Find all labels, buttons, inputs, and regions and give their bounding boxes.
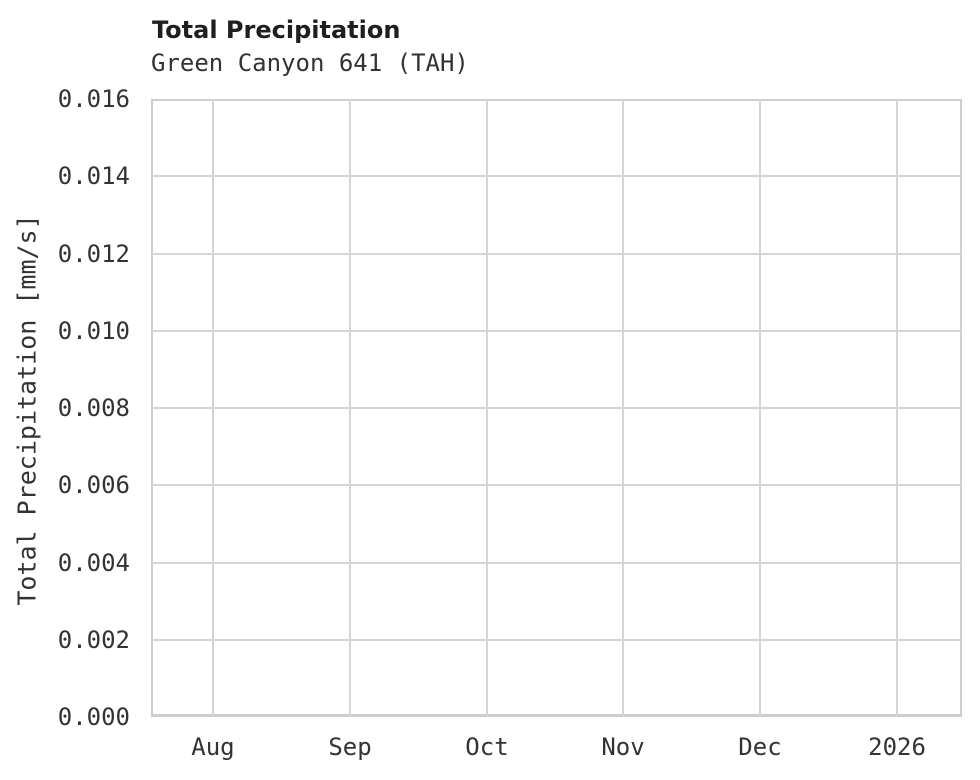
vertical-gridline (622, 99, 624, 717)
y-tick-label: 0.006 (57, 471, 130, 500)
x-tick-label: 2026 (868, 733, 926, 761)
y-tick-label: 0.010 (57, 316, 130, 345)
y-tick-label: 0.002 (57, 625, 130, 654)
horizontal-gridline (151, 329, 962, 332)
horizontal-gridline (151, 484, 962, 487)
x-tick-label: Oct (465, 733, 509, 761)
x-tick-label: Sep (328, 733, 372, 761)
x-tick-label: Aug (191, 733, 235, 761)
vertical-gridline (896, 99, 899, 717)
horizontal-gridline (151, 407, 962, 409)
y-tick-label: 0.016 (57, 85, 130, 113)
horizontal-gridline (151, 175, 962, 178)
chart-title: Total Precipitation (152, 16, 401, 44)
chart-subtitle: Green Canyon 641 (TAH) (151, 49, 469, 77)
horizontal-gridline (151, 252, 962, 255)
x-axis-tick-labels: Aug Sep Oct Nov Dec 2026 (151, 733, 962, 769)
vertical-gridline (211, 99, 214, 717)
y-axis-tick-labels: 0.000 0.002 0.004 0.006 0.008 0.010 0.012 0.014… (0, 85, 130, 731)
x-tick-label: Nov (601, 733, 645, 761)
y-tick-label: 0.014 (57, 162, 130, 191)
horizontal-gridline (151, 638, 962, 641)
plot-area (151, 99, 962, 717)
y-tick-label: 0.004 (57, 548, 130, 577)
vertical-gridline (758, 99, 761, 717)
vertical-gridline (485, 99, 488, 717)
y-tick-label: 0.000 (57, 703, 130, 731)
y-tick-label: 0.012 (57, 239, 130, 268)
x-tick-label: Dec (738, 733, 782, 761)
horizontal-gridline (151, 561, 962, 564)
vertical-gridline (349, 99, 352, 717)
y-tick-label: 0.008 (57, 394, 130, 422)
